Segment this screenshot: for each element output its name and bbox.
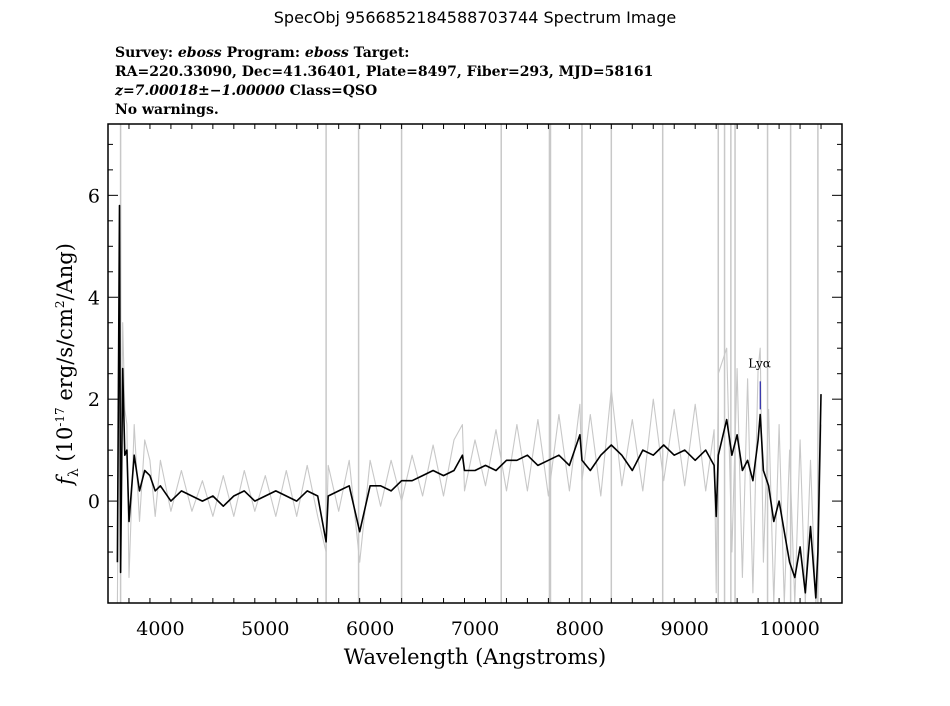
error-series-line (116, 286, 822, 603)
plot-frame (107, 123, 843, 604)
x-tick-label: 6000 (346, 618, 394, 640)
chart-title: SpecObj 9566852184588703744 Spectrum Ima… (273, 8, 677, 27)
y-axis-label: fλ (10-17 erg/s/cm2/Ang) (53, 243, 82, 487)
y-tick-label: 6 (88, 185, 100, 207)
x-tick-labels: 4000 5000 6000 7000 8000 9000 10000 (136, 618, 820, 640)
survey-line: Survey: eboss Program: eboss Target: (115, 44, 653, 63)
sky-lines (119, 124, 819, 603)
survey-label: Survey: (115, 45, 174, 61)
y-tick-label: 0 (88, 491, 100, 513)
target-label: Target: (353, 45, 410, 61)
redshift-line: z=7.00018±−1.00000 Class=QSO (115, 82, 653, 101)
lya-label: Lyα (748, 356, 771, 370)
redshift-value: z=7.00018±−1.00000 (115, 83, 285, 99)
program-value: eboss (304, 45, 349, 61)
x-tick-label: 7000 (451, 618, 499, 640)
annotation-layer: Lyα (748, 356, 771, 410)
x-tick-label: 5000 (241, 618, 289, 640)
warnings-line: No warnings. (115, 102, 219, 118)
y-tick-label: 2 (88, 389, 100, 411)
spectrum-metadata: Survey: eboss Program: eboss Target: RA=… (115, 44, 653, 120)
program-label: Program: (226, 45, 301, 61)
x-tick-label: 4000 (136, 618, 184, 640)
x-tick-label: 8000 (556, 618, 604, 640)
series-layer (116, 204, 822, 603)
y-tick-labels: 0 2 4 6 (88, 185, 100, 513)
tick-marks (107, 124, 843, 604)
x-axis-label: Wavelength (Angstroms) (344, 645, 606, 669)
x-tick-label: 9000 (661, 618, 709, 640)
class-value: Class=QSO (289, 83, 378, 99)
y-tick-label: 4 (88, 287, 100, 309)
coords-line: RA=220.33090, Dec=41.36401, Plate=8497, … (115, 64, 654, 80)
survey-value: eboss (177, 45, 222, 61)
x-tick-label: 10000 (759, 618, 819, 640)
flux-series-line (116, 204, 822, 599)
